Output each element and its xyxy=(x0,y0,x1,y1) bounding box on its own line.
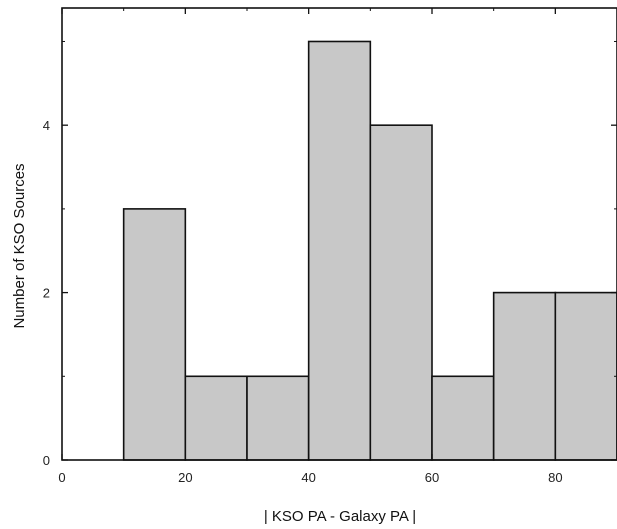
histogram-bar xyxy=(246,375,310,461)
y-tick-label: 0 xyxy=(43,453,50,468)
histogram-bar xyxy=(184,375,248,461)
y-tick-label: 4 xyxy=(43,118,50,133)
y-axis-label: Number of KSO Sources xyxy=(11,163,28,328)
histogram-bar xyxy=(492,291,557,461)
y-tick-label: 2 xyxy=(43,286,50,301)
plot-frame xyxy=(61,7,617,461)
bars-group xyxy=(122,40,617,461)
histogram-bar xyxy=(307,40,372,461)
x-tick-label: 20 xyxy=(178,470,192,485)
histogram-bar xyxy=(122,208,187,461)
x-tick-label: 60 xyxy=(425,470,439,485)
x-tick-label: 40 xyxy=(301,470,315,485)
x-axis-ticks: 0 20 40 60 80 xyxy=(58,8,563,485)
x-tick-label: 80 xyxy=(548,470,562,485)
histogram-bar xyxy=(431,375,495,461)
histogram-bar xyxy=(369,124,433,461)
histogram-bar xyxy=(554,291,617,461)
x-tick-label: 0 xyxy=(58,470,65,485)
x-axis-label: | KSO PA - Galaxy PA | xyxy=(264,508,416,525)
